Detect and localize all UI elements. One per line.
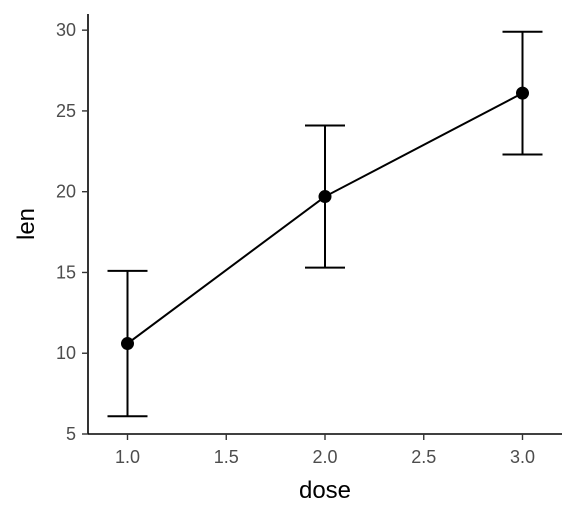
- ticks: 5 10 15 20 25 30 1.0 1.5 2.0 2.5 3.0: [56, 20, 535, 467]
- y-tick-label: 25: [56, 101, 76, 121]
- y-tick-label: 10: [56, 343, 76, 363]
- data-point: [516, 86, 529, 100]
- data-point: [121, 337, 134, 351]
- x-tick-label: 1.5: [214, 447, 239, 467]
- y-tick-label: 20: [56, 182, 76, 202]
- x-tick-label: 2.5: [411, 447, 436, 467]
- x-tick-label: 2.0: [312, 447, 337, 467]
- y-tick-label: 15: [56, 262, 76, 282]
- data-point: [318, 190, 332, 204]
- y-tick-label: 30: [56, 20, 76, 40]
- series: [107, 30, 543, 418]
- y-tick-label: 5: [66, 424, 76, 444]
- x-tick-label: 3.0: [510, 447, 535, 467]
- x-tick-label: 1.0: [115, 447, 140, 467]
- x-axis-title: dose: [299, 477, 351, 504]
- y-axis-title: len: [13, 208, 40, 240]
